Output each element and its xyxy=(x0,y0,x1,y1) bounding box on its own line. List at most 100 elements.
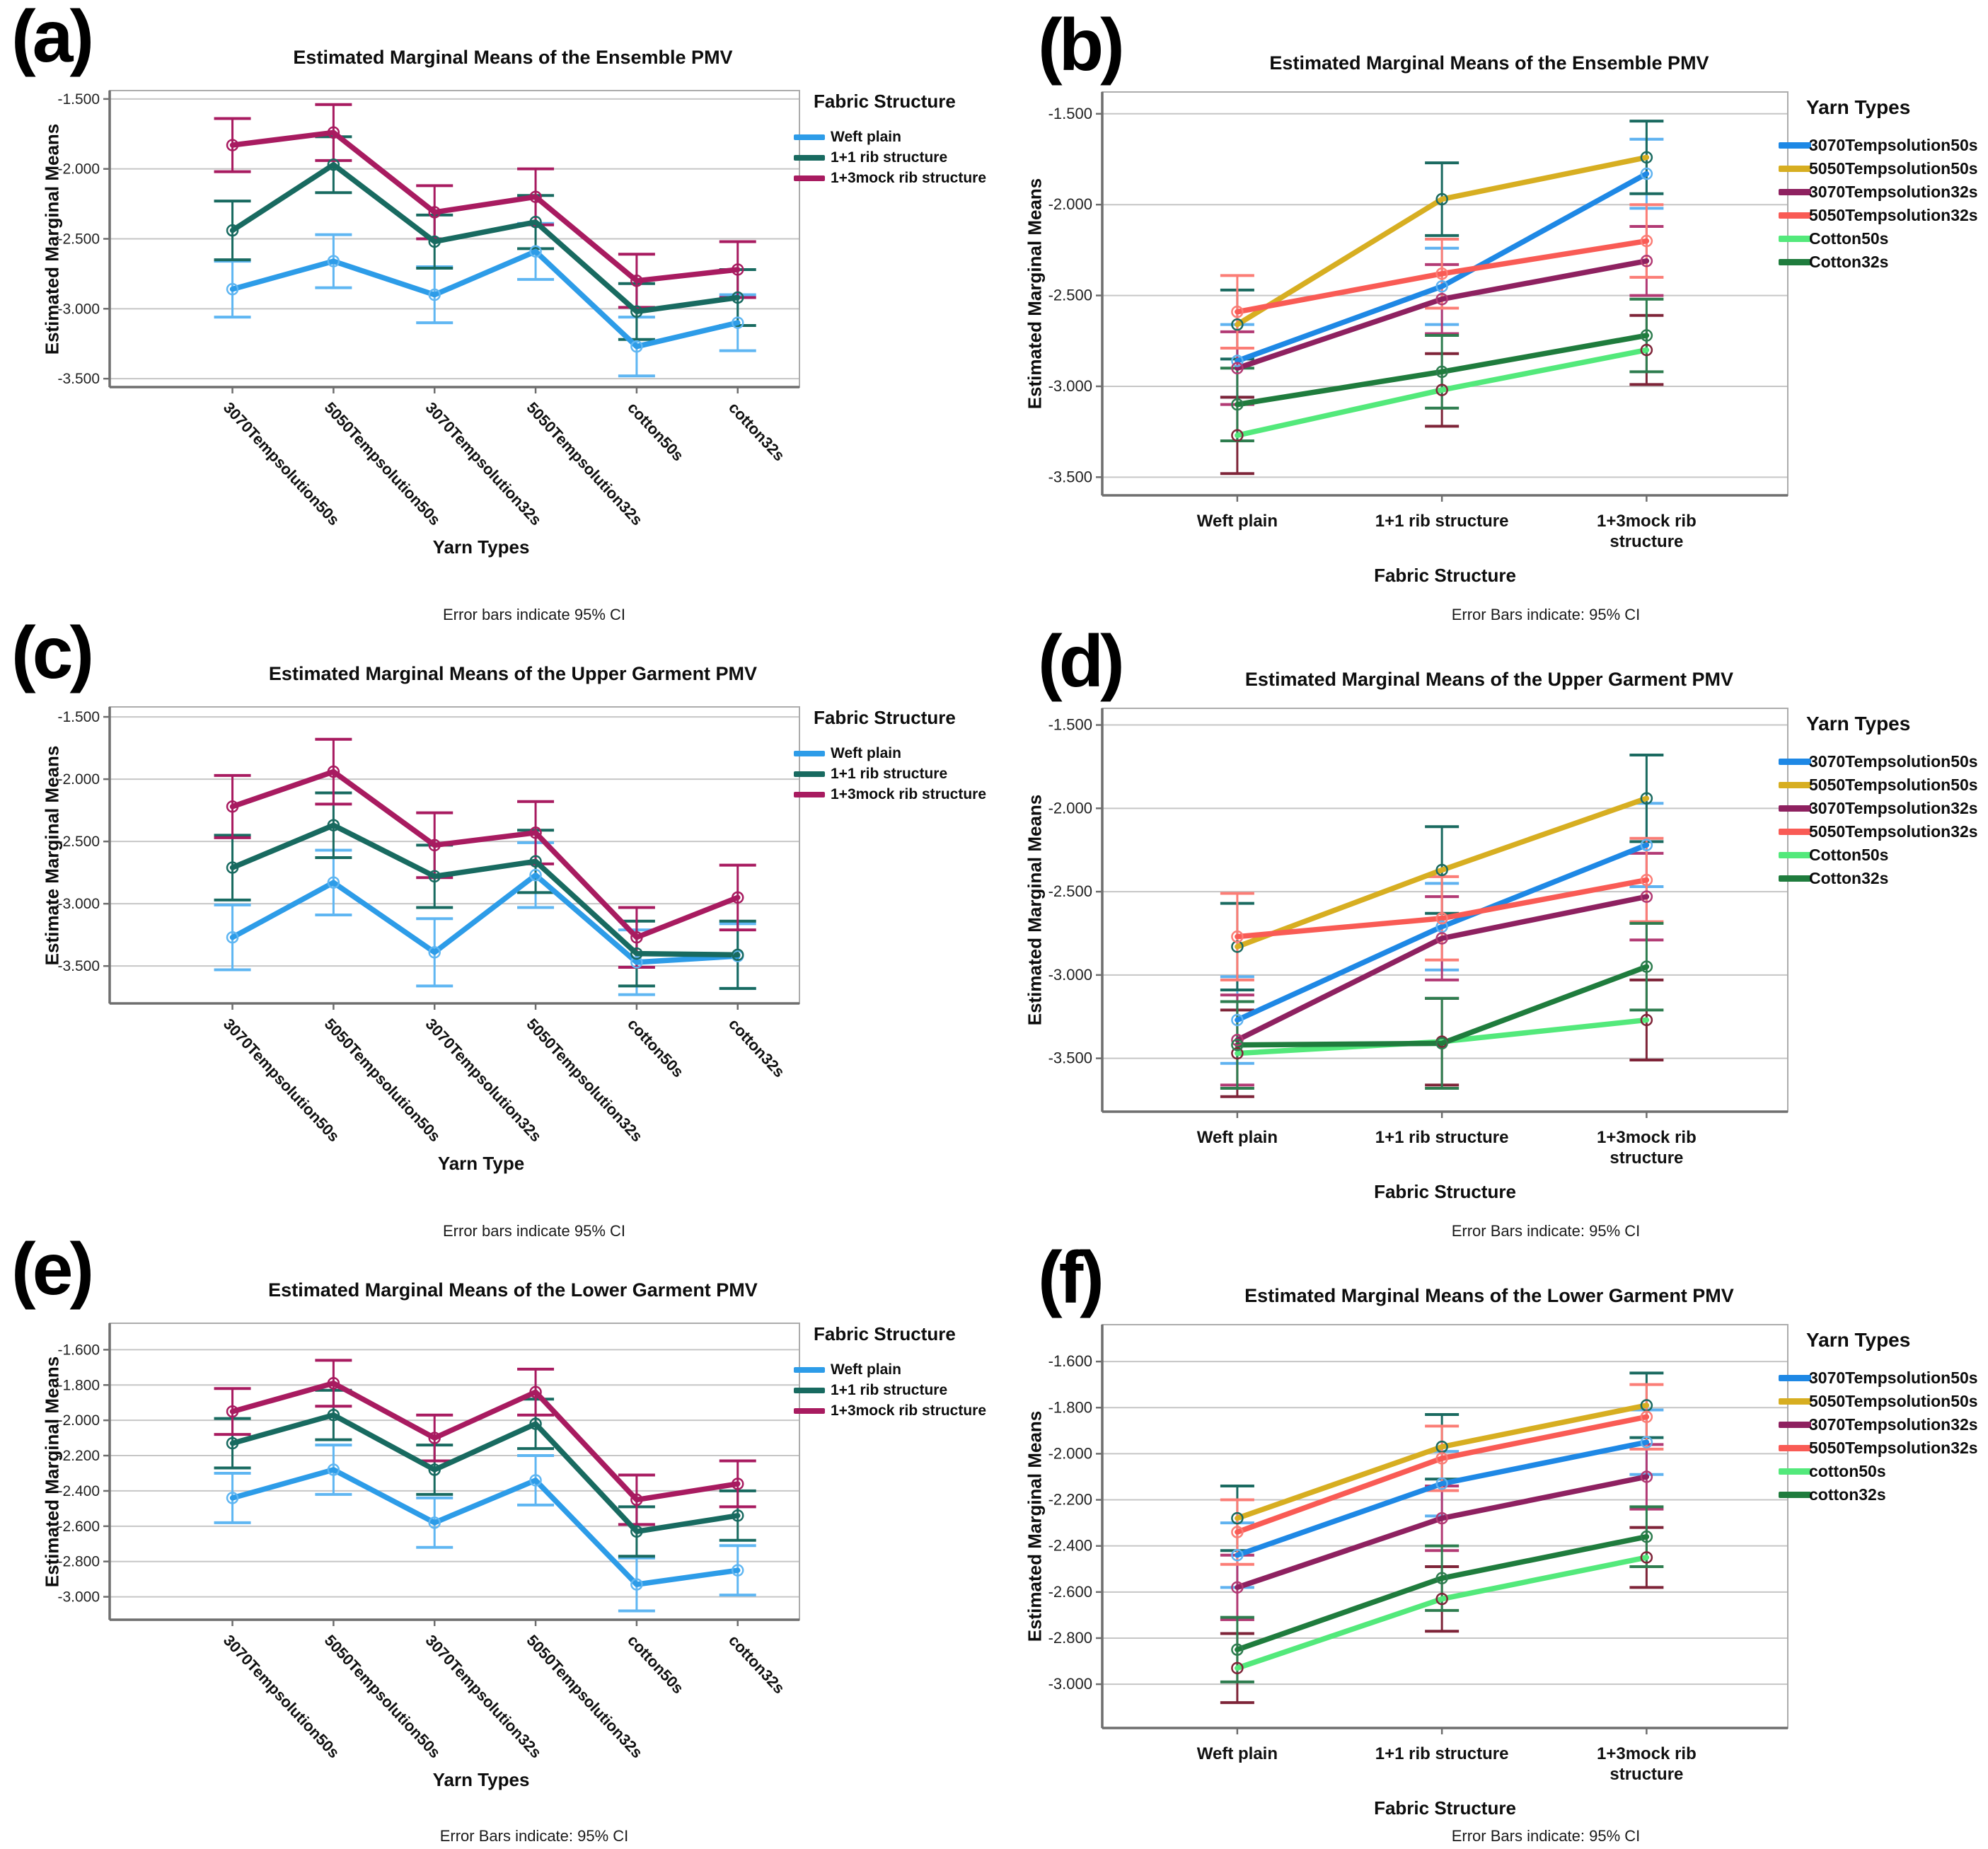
data-point-marker xyxy=(1231,1661,1244,1675)
legend-title: Yarn Types xyxy=(1806,1329,1911,1351)
legend-item-weft-plain: Weft plain xyxy=(794,129,901,146)
data-point-marker xyxy=(428,206,441,219)
x-tick-label: cotton50s xyxy=(624,1015,687,1081)
data-point-marker xyxy=(1640,1551,1653,1564)
data-point-marker xyxy=(1231,1548,1244,1562)
data-point-marker xyxy=(1231,1013,1244,1027)
y-tick-label: -3.500 xyxy=(57,371,100,387)
data-point-marker xyxy=(428,1432,441,1444)
x-tick-label: 3070Tempsolution32s xyxy=(422,1015,545,1145)
data-point-marker xyxy=(327,1408,340,1422)
x-tick-label: Weft plain xyxy=(1197,1128,1278,1147)
x-tick-label: 1+3mock rib structure xyxy=(1597,1744,1697,1784)
legend-swatch xyxy=(794,134,825,140)
data-point-marker xyxy=(1435,1592,1448,1606)
panel-b: (b) Estimated Marginal Means of the Ense… xyxy=(994,0,1988,623)
data-point-marker xyxy=(1435,365,1448,379)
x-tick-label: 1+1 rib structure xyxy=(1375,512,1509,531)
data-point-marker xyxy=(1640,343,1653,357)
data-point-marker xyxy=(226,139,239,151)
data-point-marker xyxy=(1435,1572,1448,1585)
legend-label: Cotton32s xyxy=(1809,869,1889,887)
data-point-marker xyxy=(529,826,542,839)
legend-swatch xyxy=(794,175,825,181)
series-line-1-1-rib-structure xyxy=(229,162,741,315)
y-tick-label: -2.800 xyxy=(1048,1629,1092,1647)
data-point-marker xyxy=(1640,1530,1653,1543)
data-point-marker xyxy=(1640,167,1653,180)
series-line-3070tempsolution50s xyxy=(1235,842,1650,1023)
data-point-marker xyxy=(1231,1047,1244,1060)
data-point-marker xyxy=(1231,1033,1244,1047)
x-tick-label: cotton32s xyxy=(725,398,788,464)
series-line-cotton32s xyxy=(1235,964,1650,1048)
data-point-marker xyxy=(327,1377,340,1390)
data-point-marker xyxy=(1640,890,1653,903)
data-point-marker xyxy=(226,282,239,296)
legend-swatch xyxy=(1779,259,1811,265)
legend-item-3070tempsolution50s: 3070Tempsolution50s xyxy=(1779,1369,1978,1388)
data-point-marker xyxy=(731,1478,744,1490)
y-tick-label: -1.800 xyxy=(57,1377,100,1393)
legend-swatch xyxy=(1779,805,1811,812)
data-point-marker xyxy=(1231,362,1244,375)
x-tick-label: 1+1 rib structure xyxy=(1375,1744,1509,1763)
legend-swatch xyxy=(1779,236,1811,242)
legend-label: Cotton50s xyxy=(1809,229,1889,248)
data-point-marker xyxy=(731,1564,744,1577)
series-line-weft-plain xyxy=(229,1467,741,1587)
x-tick-label: 3070Tempsolution50s xyxy=(220,1015,343,1145)
data-point-marker xyxy=(226,931,239,944)
series-line-3070tempsolution50s xyxy=(1235,1439,1650,1558)
chart-title: Estimated Marginal Means of the Ensemble… xyxy=(293,47,733,68)
data-point-marker xyxy=(630,275,643,287)
x-tick-label: 5050Tempsolution32s xyxy=(523,1631,646,1761)
data-point-marker xyxy=(1231,930,1244,943)
legend-swatch xyxy=(1779,759,1811,765)
data-point-marker xyxy=(529,855,542,868)
x-tick-label: 3070Tempsolution50s xyxy=(220,1631,343,1761)
legend-item-5050tempsolution50s: 5050Tempsolution50s xyxy=(1779,159,1978,178)
y-tick-label: -2.000 xyxy=(1048,799,1092,817)
error-bar-footnote: Error bars indicate 95% CI xyxy=(443,1222,625,1240)
y-tick-label: -2.500 xyxy=(57,834,100,850)
y-tick-label: -2.000 xyxy=(57,1412,100,1429)
x-tick-label: 5050Tempsolution32s xyxy=(523,1015,646,1145)
data-point-marker xyxy=(1640,873,1653,887)
data-point-marker xyxy=(226,1492,239,1504)
data-point-marker xyxy=(529,1386,542,1399)
legend-swatch xyxy=(1779,875,1811,882)
error-bar-footnote: Error bars indicate 95% CI xyxy=(443,606,625,623)
data-point-marker xyxy=(630,1525,643,1538)
legend-label: 5050Tempsolution32s xyxy=(1809,822,1978,841)
data-point-marker xyxy=(1640,792,1653,805)
error-bar-footnote: Error Bars indicate: 95% CI xyxy=(1451,1827,1641,1845)
data-point-marker xyxy=(428,870,441,883)
y-tick-label: -1.600 xyxy=(57,1342,100,1358)
data-point-marker xyxy=(1640,329,1653,342)
series-line-cotton50s xyxy=(1235,347,1650,439)
x-tick-label: 5050Tempsolution50s xyxy=(321,1015,444,1145)
data-point-marker xyxy=(1231,1039,1244,1052)
y-tick-label: -1.500 xyxy=(57,91,100,108)
data-point-marker xyxy=(428,288,441,301)
data-point-marker xyxy=(630,340,643,353)
y-tick-label: -3.000 xyxy=(1048,377,1092,395)
data-point-marker xyxy=(226,861,239,874)
legend-item-1-3mock-rib-structure: 1+3mock rib structure xyxy=(794,1402,986,1419)
legend-item-cotton32s: Cotton32s xyxy=(1779,253,1888,272)
x-axis-label: Yarn Types xyxy=(432,536,530,558)
legend-title: Fabric Structure xyxy=(814,1323,956,1344)
series-line-3070tempsolution32s xyxy=(1235,1474,1650,1591)
panel-label-e: (e) xyxy=(11,1228,94,1311)
y-tick-label: -2.000 xyxy=(1048,195,1092,213)
y-tick-label: -2.600 xyxy=(57,1519,100,1535)
data-point-marker xyxy=(1640,1436,1653,1448)
data-point-marker xyxy=(1435,1452,1448,1465)
y-tick-label: -2.500 xyxy=(1048,882,1092,900)
plot-area: -1.600 -1.800 -2.000 -2.200 -2.400 -2.600 -2.8… xyxy=(57,1323,800,1761)
data-point-marker xyxy=(1640,234,1653,248)
data-point-marker xyxy=(1435,1477,1448,1490)
panel-a: (a) Estimated Marginal Means of the Ense… xyxy=(0,0,994,623)
y-tick-label: -2.400 xyxy=(1048,1537,1092,1555)
